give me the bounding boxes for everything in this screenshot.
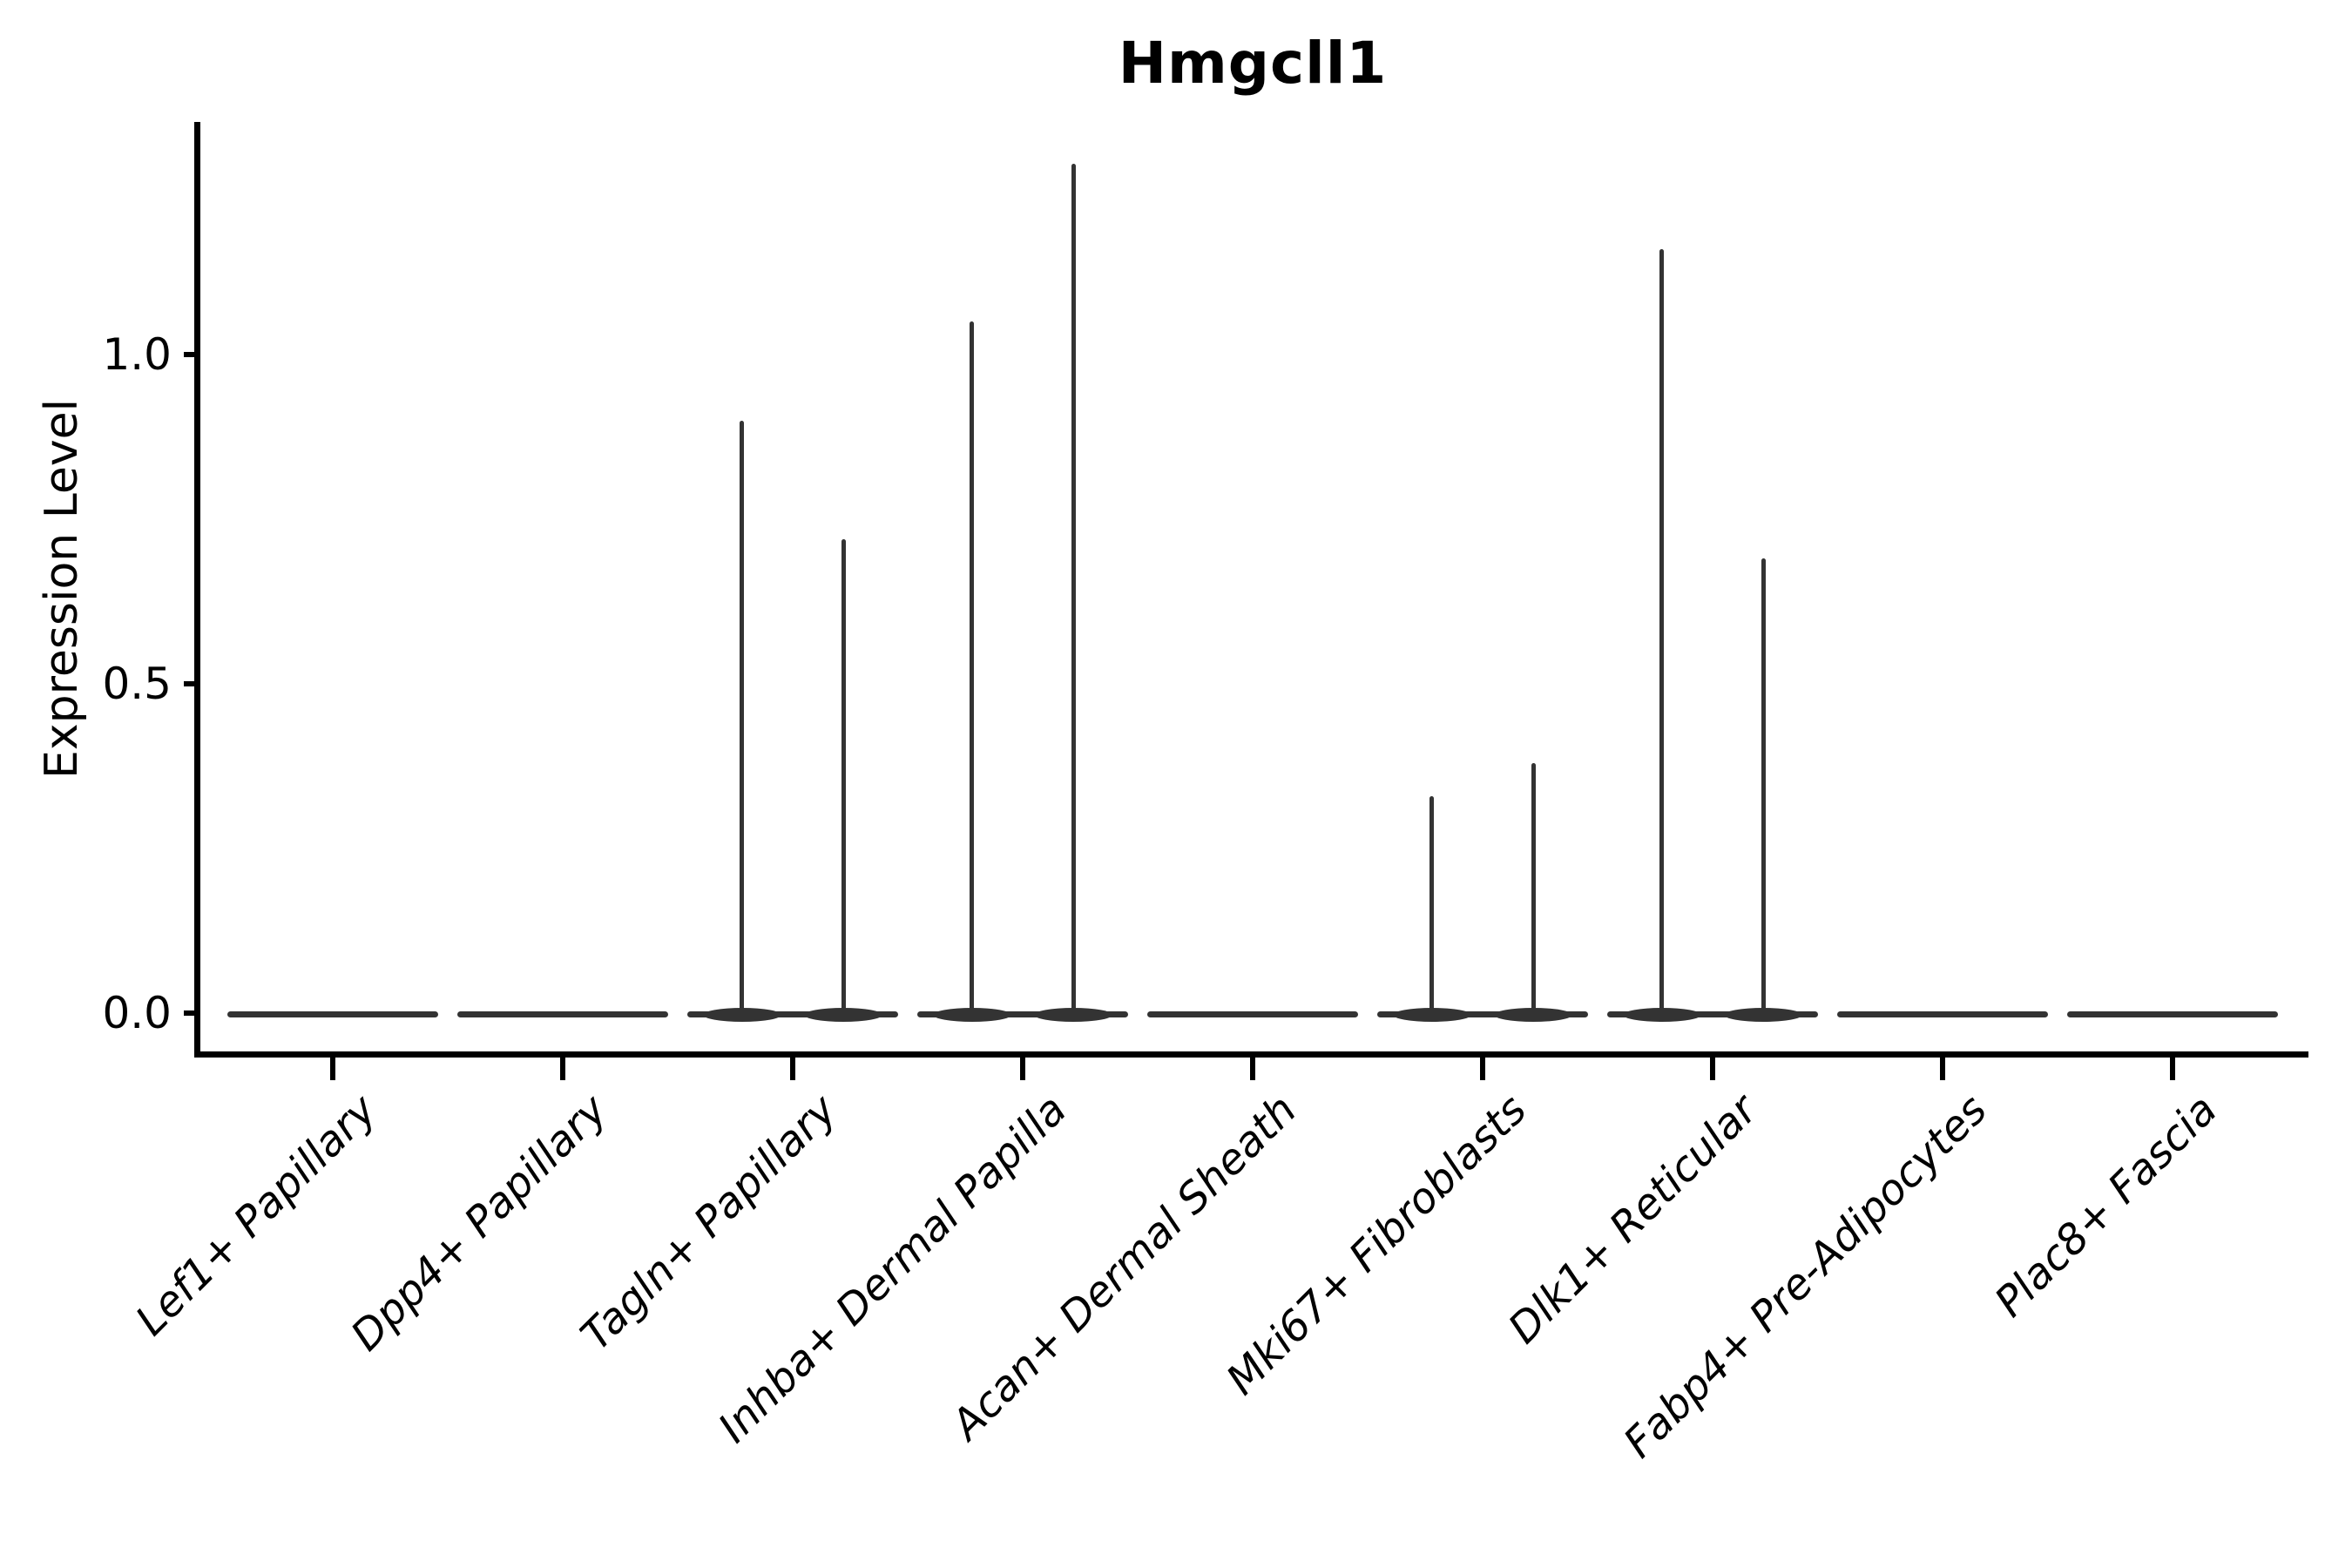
x-tick-mark (1710, 1058, 1715, 1080)
violin-max-spike (1429, 795, 1435, 1013)
x-tick-mark (330, 1058, 335, 1080)
violin-max-spike (1761, 558, 1766, 1013)
violin-baseline (1146, 1010, 1359, 1017)
violin-baseline (1376, 1010, 1589, 1017)
y-tick-label: 1.0 (102, 329, 172, 380)
y-tick-label: 0.0 (102, 988, 172, 1038)
violin-max-spike (1531, 762, 1536, 1013)
x-tick-mark (1020, 1058, 1025, 1080)
x-tick-mark (1250, 1058, 1255, 1080)
violin-baseline (456, 1010, 669, 1017)
x-tick-mark (2170, 1058, 2175, 1080)
x-axis-spine (194, 1051, 2308, 1058)
violin-max-spike (1071, 163, 1076, 1013)
x-tick-mark (560, 1058, 565, 1080)
x-tick-label: Tagln+ Papillary (571, 1085, 847, 1361)
violin-baseline (226, 1010, 439, 1017)
chart-title: Hmgcll1 (1118, 30, 1388, 97)
y-axis-label-text: Expression Level (36, 398, 88, 780)
x-tick-mark (1940, 1058, 1945, 1080)
y-tick-mark (184, 1010, 197, 1016)
x-tick-label: Plac8+ Fascia (1984, 1085, 2227, 1327)
x-tick-mark (790, 1058, 795, 1080)
violin-baseline (1606, 1010, 1819, 1017)
violin-baseline (2066, 1010, 2279, 1017)
y-tick-label: 0.5 (102, 659, 172, 709)
x-tick-label: Dlk1+ Reticular (1498, 1085, 1767, 1354)
y-tick-mark (184, 681, 197, 686)
violin-max-spike (970, 321, 975, 1013)
x-tick-label: Fabp4+ Pre-Adipocytes (1614, 1085, 1997, 1468)
violin-baseline (686, 1010, 899, 1017)
violin-max-spike (740, 420, 745, 1013)
x-tick-label: Dpp4+ Papillary (341, 1085, 617, 1361)
x-tick-label: Lef1+ Papillary (126, 1085, 387, 1346)
y-axis-spine (194, 122, 200, 1058)
violin-max-spike (841, 538, 846, 1013)
violin-baseline (916, 1010, 1129, 1017)
y-tick-mark (184, 352, 197, 357)
x-tick-mark (1480, 1058, 1485, 1080)
violin-baseline (1836, 1010, 2049, 1017)
violin-max-spike (1659, 249, 1665, 1013)
